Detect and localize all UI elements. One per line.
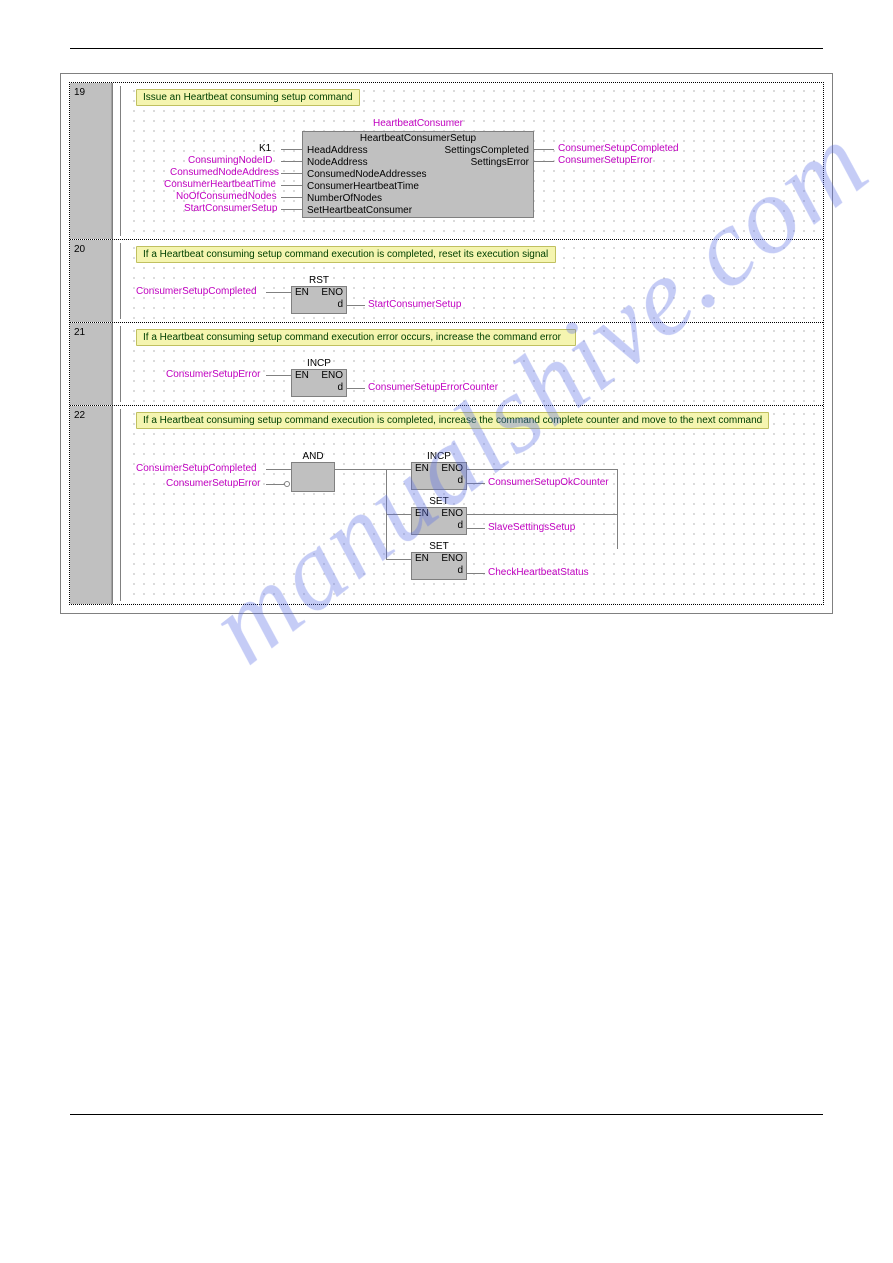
- fb-type-label: HeartbeatConsumerSetup: [303, 132, 533, 145]
- power-rail: [112, 240, 126, 322]
- sig-consumersetuperrorcounter: ConsumerSetupErrorCounter: [368, 382, 498, 393]
- diagram-frame: 19 Issue an Heartbeat consuming setup co…: [60, 73, 833, 614]
- port-en: EN: [415, 463, 429, 475]
- power-rail: [112, 406, 126, 604]
- rung-content: If a Heartbeat consuming setup command e…: [126, 323, 823, 405]
- rung-comment: If a Heartbeat consuming setup command e…: [136, 329, 576, 346]
- sig-consumednodeaddress: ConsumedNodeAddress: [170, 167, 279, 178]
- fb-in-headaddress: HeadAddress: [307, 145, 368, 157]
- sig-consumersetupcompleted: ConsumerSetupCompleted: [136, 463, 257, 474]
- sig-slavesettingssetup: SlaveSettingsSetup: [488, 522, 575, 533]
- fb-instance-label: HeartbeatConsumer: [303, 118, 533, 129]
- ladder-diagram: 19 Issue an Heartbeat consuming setup co…: [69, 82, 824, 605]
- block-rst: RST ENENO d: [291, 286, 347, 314]
- port-en: EN: [415, 553, 429, 565]
- block-set-1: SET ENENO d: [411, 507, 467, 535]
- port-eno: ENO: [321, 287, 343, 299]
- block-name: RST: [292, 275, 346, 286]
- rung-21: 21 If a Heartbeat consuming setup comman…: [70, 323, 823, 406]
- block-incp: INCP ENENO d: [291, 369, 347, 397]
- sig-consumersetupokcounter: ConsumerSetupOkCounter: [488, 477, 609, 488]
- sig-k1: K1: [259, 143, 271, 154]
- sig-consumersetuperror: ConsumerSetupError: [558, 155, 652, 166]
- sig-startconsumersetup: StartConsumerSetup: [368, 299, 461, 310]
- sig-noofconsumednodes: NoOfConsumedNodes: [176, 191, 277, 202]
- rung-number: 20: [70, 240, 112, 322]
- sig-consumerheartbeattime: ConsumerHeartbeatTime: [164, 179, 276, 190]
- port-eno: ENO: [441, 463, 463, 475]
- sig-consumersetuperror: ConsumerSetupError: [166, 478, 260, 489]
- fb-in-consumerheartbeattime: ConsumerHeartbeatTime: [307, 181, 419, 193]
- power-rail: [112, 323, 126, 405]
- port-d: d: [457, 565, 463, 577]
- rung-content: If a Heartbeat consuming setup command e…: [126, 240, 823, 322]
- sig-startconsumersetup: StartConsumerSetup: [184, 203, 277, 214]
- power-rail: [112, 83, 126, 239]
- port-d: d: [337, 299, 343, 311]
- rung-number: 21: [70, 323, 112, 405]
- port-eno: ENO: [321, 370, 343, 382]
- fb-out-settingserror: SettingsError: [471, 157, 529, 169]
- port-d: d: [457, 520, 463, 532]
- sig-consumersetuperror: ConsumerSetupError: [166, 369, 260, 380]
- rung-19: 19 Issue an Heartbeat consuming setup co…: [70, 83, 823, 240]
- port-eno: ENO: [441, 553, 463, 565]
- fb-in-consumednodeaddresses: ConsumedNodeAddresses: [307, 169, 427, 181]
- port-d: d: [457, 475, 463, 487]
- port-eno: ENO: [441, 508, 463, 520]
- block-set-2: SET ENENO d: [411, 552, 467, 580]
- block-name: SET: [412, 541, 466, 552]
- rung-number: 19: [70, 83, 112, 239]
- fb-heartbeat-consumer-setup: HeartbeatConsumer HeartbeatConsumerSetup…: [302, 131, 534, 218]
- block-name: INCP: [412, 451, 466, 462]
- rung-20: 20 If a Heartbeat consuming setup comman…: [70, 240, 823, 323]
- rung-comment: Issue an Heartbeat consuming setup comma…: [136, 89, 360, 106]
- rung-comment: If a Heartbeat consuming setup command e…: [136, 246, 556, 263]
- block-incp: INCP ENENO d: [411, 462, 467, 490]
- rung-number: 22: [70, 406, 112, 604]
- rung-comment: If a Heartbeat consuming setup command e…: [136, 412, 769, 429]
- block-name: INCP: [292, 358, 346, 369]
- sig-consumersetupcompleted: ConsumerSetupCompleted: [136, 286, 257, 297]
- page-bottom-rule: [70, 1114, 823, 1115]
- fb-in-nodeaddress: NodeAddress: [307, 157, 368, 169]
- port-en: EN: [415, 508, 429, 520]
- fb-out-settingscompleted: SettingsCompleted: [445, 145, 530, 157]
- block-and: AND: [291, 462, 335, 492]
- port-en: EN: [295, 370, 309, 382]
- rung-22: 22 If a Heartbeat consuming setup comman…: [70, 406, 823, 604]
- fb-in-setheartbeatconsumer: SetHeartbeatConsumer: [307, 205, 412, 217]
- rung-content: If a Heartbeat consuming setup command e…: [126, 406, 823, 604]
- block-name: SET: [412, 496, 466, 507]
- port-en: EN: [295, 287, 309, 299]
- port-d: d: [337, 382, 343, 394]
- rung-content: Issue an Heartbeat consuming setup comma…: [126, 83, 823, 239]
- sig-consumingnodeid: ConsumingNodeID: [188, 155, 273, 166]
- block-name: AND: [292, 451, 334, 462]
- page-top-rule: [70, 48, 823, 49]
- sig-checkheartbeatstatus: CheckHeartbeatStatus: [488, 567, 589, 578]
- sig-consumersetupcompleted: ConsumerSetupCompleted: [558, 143, 679, 154]
- fb-in-numberofnodes: NumberOfNodes: [307, 193, 382, 205]
- negation-bubble: [284, 481, 290, 487]
